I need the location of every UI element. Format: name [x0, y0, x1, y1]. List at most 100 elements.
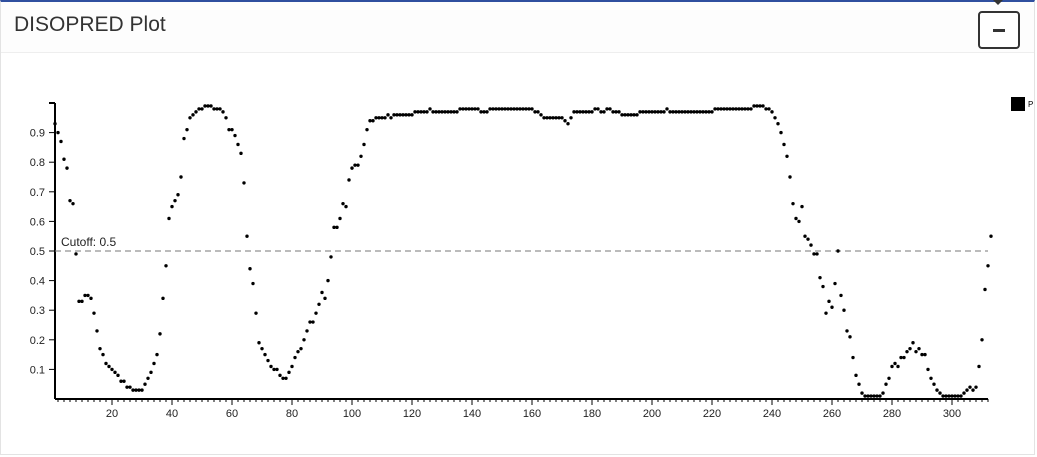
data-point: [242, 181, 246, 185]
data-point: [797, 219, 801, 224]
data-point: [311, 320, 315, 324]
y-tick-label: 0.3: [30, 305, 45, 317]
x-tick-label: 60: [226, 408, 238, 420]
minus-icon: [993, 29, 1005, 32]
data-point: [680, 110, 684, 114]
data-point: [542, 116, 546, 120]
data-point: [899, 355, 903, 360]
data-point: [155, 352, 159, 357]
data-point: [497, 107, 501, 111]
data-point: [278, 373, 282, 378]
data-point: [431, 110, 435, 114]
data-point: [947, 394, 951, 398]
data-point: [866, 394, 870, 398]
data-point: [959, 394, 963, 398]
data-point: [416, 110, 420, 114]
collapse-button[interactable]: [978, 11, 1020, 49]
data-point: [341, 201, 345, 206]
data-point: [128, 385, 132, 389]
data-point: [833, 281, 837, 286]
data-point: [389, 116, 393, 120]
data-point: [896, 364, 900, 369]
data-point: [854, 373, 858, 378]
data-point: [773, 116, 777, 120]
data-point: [53, 122, 57, 126]
data-point: [818, 275, 822, 280]
data-point: [257, 341, 261, 345]
data-point: [968, 385, 972, 389]
data-point: [623, 113, 627, 117]
data-point: [689, 110, 693, 114]
data-point: [527, 107, 531, 111]
data-point: [722, 107, 726, 111]
data-point: [923, 352, 927, 357]
data-point: [197, 107, 201, 111]
data-point: [887, 376, 891, 380]
data-point: [461, 107, 465, 111]
data-point: [146, 376, 150, 380]
data-point: [950, 394, 954, 398]
data-point: [725, 107, 729, 111]
data-point: [755, 104, 759, 108]
data-point: [125, 385, 129, 389]
data-point: [587, 110, 591, 114]
data-point: [500, 107, 504, 111]
data-point: [530, 107, 534, 111]
data-point: [941, 394, 945, 398]
data-point: [425, 110, 429, 114]
x-tick-label: 40: [166, 408, 178, 420]
data-point: [656, 110, 660, 114]
data-point: [74, 252, 78, 256]
data-point: [209, 104, 213, 108]
data-point: [710, 110, 714, 114]
data-point: [905, 349, 909, 354]
data-point: [746, 107, 750, 111]
x-tick-label: 100: [343, 408, 361, 420]
x-tick-label: 140: [463, 408, 481, 420]
x-tick-label: 200: [643, 408, 661, 420]
data-point: [824, 311, 828, 315]
y-tick-label: 0.6: [30, 216, 45, 228]
data-point: [254, 311, 258, 315]
data-point: [719, 107, 723, 111]
data-point: [161, 296, 165, 301]
data-point: [647, 110, 651, 114]
data-point: [332, 225, 336, 230]
data-point: [443, 110, 447, 114]
data-point: [932, 382, 936, 386]
data-point: [215, 107, 219, 111]
data-point: [812, 252, 816, 256]
data-point: [149, 370, 153, 375]
data-point: [263, 352, 267, 357]
data-point: [314, 311, 318, 315]
data-point: [533, 110, 537, 114]
data-point: [743, 107, 747, 111]
data-point: [479, 110, 483, 114]
data-point: [284, 376, 288, 380]
data-point: [734, 107, 738, 111]
data-point: [584, 110, 588, 114]
data-point: [512, 107, 516, 111]
data-point: [575, 110, 579, 114]
data-point: [974, 385, 978, 389]
data-point: [203, 104, 207, 108]
data-point: [221, 110, 225, 114]
data-point: [659, 110, 663, 114]
data-point: [617, 110, 621, 114]
data-point: [317, 302, 321, 306]
data-point: [173, 198, 177, 203]
data-point: [476, 107, 480, 111]
data-point: [266, 358, 270, 363]
data-point: [764, 107, 768, 111]
data-point: [566, 122, 570, 126]
data-point: [158, 332, 162, 336]
data-point: [248, 267, 252, 271]
data-point: [71, 201, 75, 206]
data-point: [275, 367, 279, 372]
data-point: [677, 110, 681, 114]
data-point: [776, 122, 780, 126]
data-point: [608, 107, 612, 111]
data-point: [890, 364, 894, 369]
data-point: [362, 142, 366, 147]
